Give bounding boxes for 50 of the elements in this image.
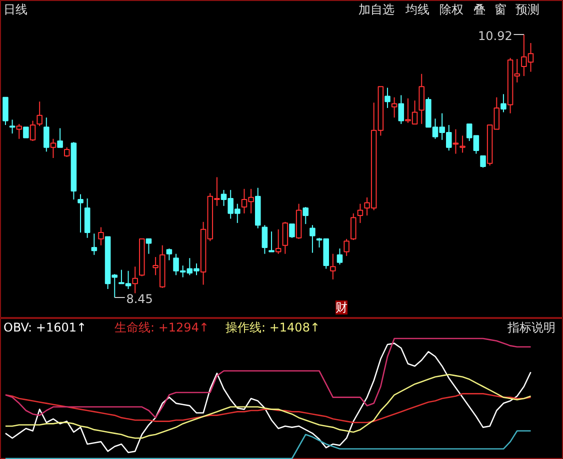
candlestick [398,94,404,124]
candlestick [132,266,138,294]
candlestick [289,224,295,238]
candlestick [91,233,98,256]
text: 窗 [494,2,506,16]
text: 操作线: +1408↑ [226,320,320,334]
candlestick [357,203,364,224]
candlestick [262,224,268,254]
candlestick [460,135,466,154]
candlestick [146,238,152,254]
candlestick [336,248,343,265]
candlestick [391,96,398,118]
candlestick [78,194,84,234]
candlestick [30,120,36,142]
candlestick [166,248,172,261]
candlestick [310,224,316,254]
candlestick [64,146,70,158]
annotation: 10.92 [478,28,512,43]
text: OBV: +1601↑ [4,320,87,334]
candlestick [57,128,63,148]
candlestick [2,96,8,126]
candlestick [302,206,309,225]
candlestick [452,128,459,154]
text: 叠 [474,2,486,16]
text: 除权 [440,2,464,16]
text: 均线 [404,2,430,16]
candlestick [268,230,274,252]
text: 生命线: +1294↑ [114,320,210,334]
candlestick [23,126,29,138]
candlestick [500,94,506,113]
text: 加自选 [358,2,394,16]
candlestick [344,238,350,256]
candlestick [330,253,336,280]
text: 财 [336,300,348,314]
candlestick [418,73,424,124]
annotation: 8.45 [126,292,153,306]
text: 指标说明 [506,320,556,334]
candlestick [36,101,42,127]
candlestick [16,123,22,140]
candlestick [282,221,288,254]
text: 预测 [516,2,540,16]
candlestick [275,228,282,254]
candlestick [480,155,486,168]
candlestick [384,87,390,108]
candlestick [350,212,356,240]
candlestick [50,138,56,159]
candlestick [9,119,16,134]
candlestick [44,117,50,152]
chart-subtitle: 日线 [4,2,28,16]
candlestick [98,226,104,246]
